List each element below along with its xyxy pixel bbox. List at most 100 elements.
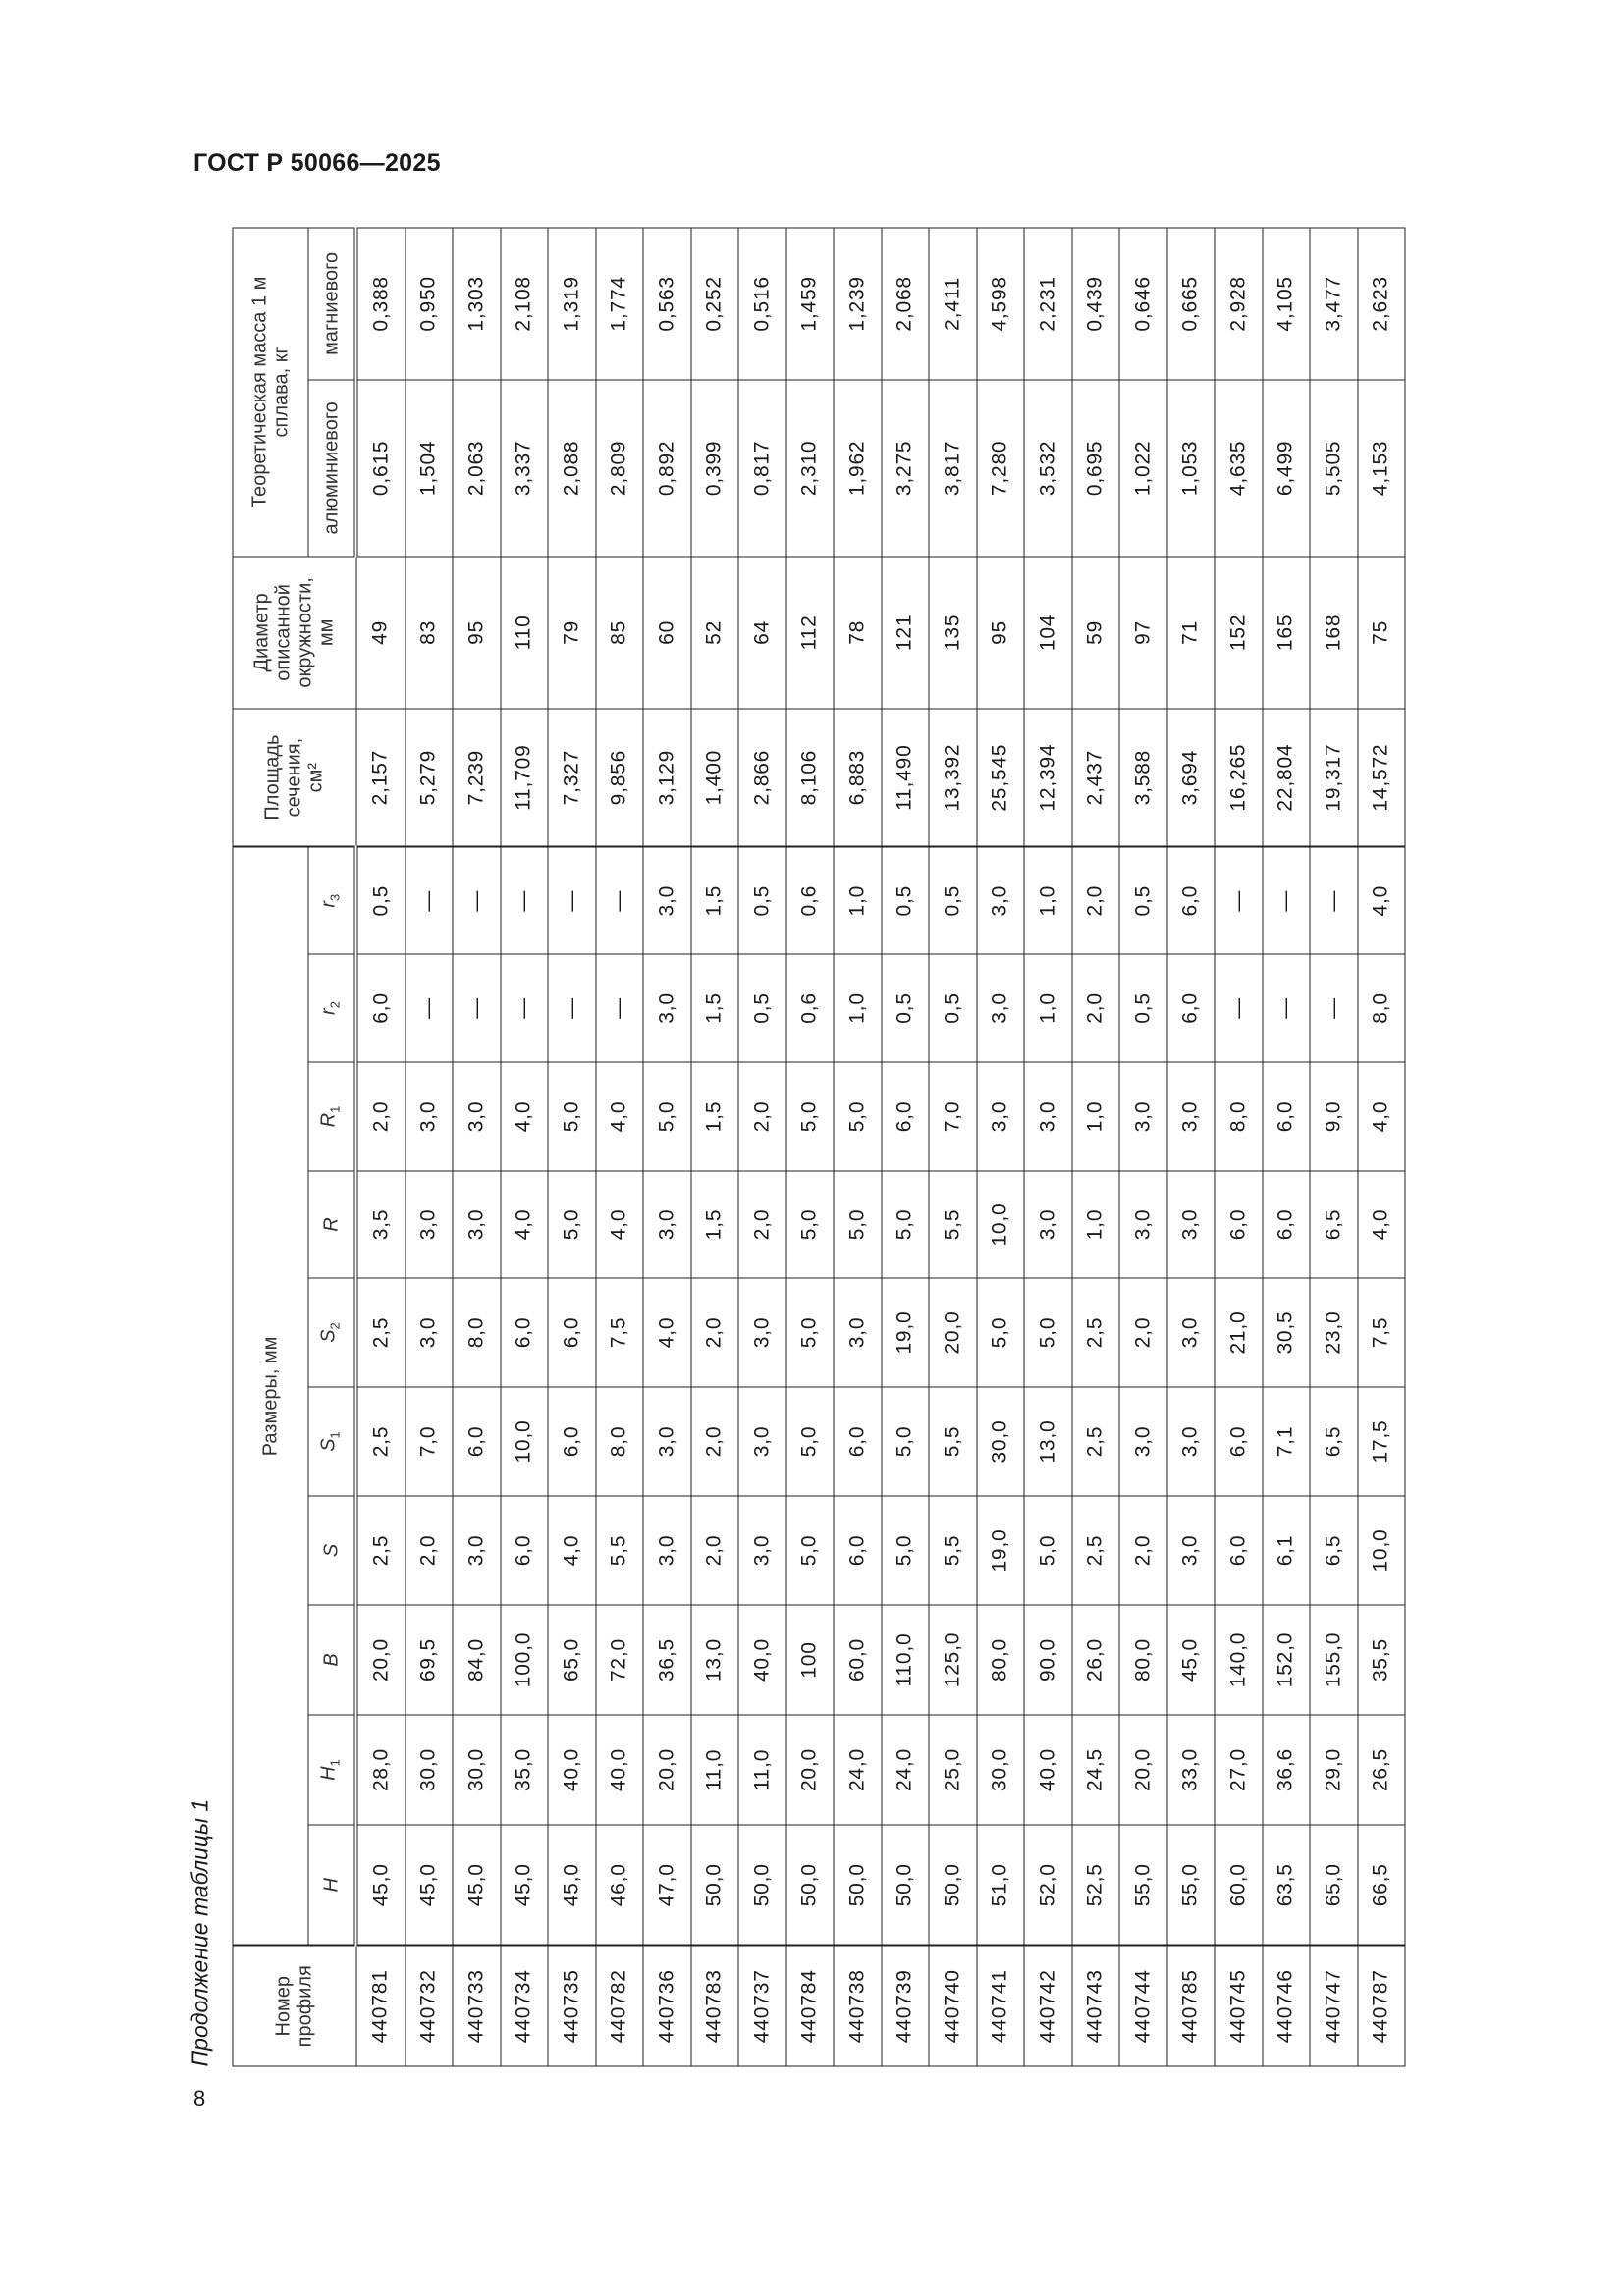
table-cell: 0,5 bbox=[355, 846, 406, 954]
profile-number-cell: 440781 bbox=[355, 1946, 406, 2066]
header-dim-s1: S1 bbox=[308, 1387, 356, 1496]
table-cell: 40,0 bbox=[548, 1715, 596, 1825]
table-cell: 2,5 bbox=[355, 1496, 406, 1605]
table-cell: 2,437 bbox=[1071, 708, 1119, 847]
table-cell: 1,0 bbox=[1024, 846, 1072, 954]
table-cell: 5,0 bbox=[881, 1496, 929, 1605]
table-cell: 66,5 bbox=[1357, 1825, 1405, 1946]
table-cell: 5,0 bbox=[834, 1171, 882, 1278]
dim-symbol: H bbox=[317, 1766, 339, 1781]
table-cell: 3,0 bbox=[1166, 1278, 1215, 1387]
table-row: 440737 50,0 11,0 40,0 3,0 3,0 3,0 2,0 2,0 0,5 0,5 2… bbox=[738, 227, 786, 2066]
table-cell: 6,0 bbox=[548, 1387, 596, 1496]
table-cell: 5,0 bbox=[976, 1278, 1024, 1387]
table-cell: 84,0 bbox=[453, 1605, 501, 1715]
dim-symbol: r bbox=[317, 1008, 339, 1015]
table-cell: 9,856 bbox=[595, 708, 643, 847]
header-theoretical-mass-group: Теоретическая масса 1 м сплава, кг bbox=[233, 227, 308, 557]
table-cell: 3,817 bbox=[929, 379, 977, 557]
table-cell: 1,0 bbox=[1071, 1171, 1119, 1278]
table-cell: 1,0 bbox=[834, 846, 882, 954]
table-cell: 110,0 bbox=[881, 1605, 929, 1715]
table-cell: 33,0 bbox=[1166, 1715, 1215, 1825]
dim-symbol: R bbox=[317, 1112, 339, 1128]
table-cell: 16,265 bbox=[1215, 708, 1263, 847]
table-cell: 1,303 bbox=[453, 227, 501, 380]
table-cell: 26,5 bbox=[1357, 1715, 1405, 1825]
table-row: 440743 52,5 24,5 26,0 2,5 2,5 2,5 1,0 1,0 2,0 2,0 2… bbox=[1071, 227, 1119, 2066]
table-cell: 0,5 bbox=[738, 954, 786, 1062]
table-cell: 2,0 bbox=[355, 1062, 406, 1171]
table-row: 440746 63,5 36,6 152,0 6,1 7,1 30,5 6,0 6,0— —22,… bbox=[1262, 227, 1310, 2066]
table-cell: 0,5 bbox=[881, 846, 929, 954]
table-cell: 2,0 bbox=[405, 1496, 453, 1605]
table-cell: 2,928 bbox=[1215, 227, 1263, 380]
table-cell: 35,0 bbox=[500, 1715, 548, 1825]
table-row: 440735 45,0 40,0 65,0 4,0 6,0 6,0 5,0 5,0— —7,327… bbox=[548, 227, 596, 2066]
profile-number-cell: 440734 bbox=[500, 1946, 548, 2066]
table-row: 440733 45,0 30,0 84,0 3,0 6,0 8,0 3,0 3,0— —7,239… bbox=[453, 227, 501, 2066]
table-cell: 0,563 bbox=[643, 227, 691, 380]
table-cell: 0,6 bbox=[785, 846, 834, 954]
table-cell: 152,0 bbox=[1262, 1605, 1310, 1715]
table-cell: 2,5 bbox=[1071, 1387, 1119, 1496]
table-cell: 30,0 bbox=[976, 1387, 1024, 1496]
table-cell: 45,0 bbox=[1166, 1605, 1215, 1715]
table-cell: 4,0 bbox=[595, 1171, 643, 1278]
table-cell: 5,0 bbox=[785, 1171, 834, 1278]
table-cell: 3,0 bbox=[453, 1496, 501, 1605]
table-cell: 6,499 bbox=[1262, 379, 1310, 557]
table-cell: 2,088 bbox=[548, 379, 596, 557]
dim-symbol: R bbox=[320, 1217, 343, 1232]
profile-number-cell: 440733 bbox=[453, 1946, 501, 2066]
table-cell: 4,0 bbox=[1357, 846, 1405, 954]
table-cell: 2,108 bbox=[500, 227, 548, 380]
table-cell: 50,0 bbox=[881, 1825, 929, 1946]
table-cell: 6,0 bbox=[1262, 1062, 1310, 1171]
table-cell: 63,5 bbox=[1262, 1825, 1310, 1946]
table-cell: 10,0 bbox=[1357, 1496, 1405, 1605]
table-cell: 75 bbox=[1357, 556, 1405, 709]
table-cell: 45,0 bbox=[453, 1825, 501, 1946]
table-cell: 1,459 bbox=[785, 227, 834, 380]
profile-number-cell: 440787 bbox=[1357, 1946, 1405, 2066]
table-cell: 13,0 bbox=[1024, 1387, 1072, 1496]
table-cell: 6,0 bbox=[453, 1387, 501, 1496]
table-cell: — bbox=[1310, 846, 1358, 954]
table-cell: 2,0 bbox=[690, 1278, 738, 1387]
table-cell: 3,0 bbox=[1119, 1171, 1167, 1278]
table-cell: 3,0 bbox=[976, 1062, 1024, 1171]
table-cell: — bbox=[1262, 954, 1310, 1062]
table-cell: 7,1 bbox=[1262, 1387, 1310, 1496]
table-row: 440739 50,0 24,0 110,0 5,0 5,0 19,0 5,0 6,0 0,5 0,… bbox=[881, 227, 929, 2066]
table-cell: 121 bbox=[881, 556, 929, 709]
table-cell: 0,5 bbox=[738, 846, 786, 954]
rotated-table-block: Продолжение таблицы 1 Номер профиля Разм… bbox=[188, 227, 1519, 2067]
table-cell: 1,962 bbox=[834, 379, 882, 557]
table-cell: 100 bbox=[785, 1605, 834, 1715]
table-cell: 1,319 bbox=[548, 227, 596, 380]
table-cell: 2,5 bbox=[355, 1387, 406, 1496]
table-cell: 51,0 bbox=[976, 1825, 1024, 1946]
table-cell: 0,646 bbox=[1119, 227, 1167, 380]
table-cell: — bbox=[1215, 954, 1263, 1062]
table-cell: 6,5 bbox=[1310, 1496, 1358, 1605]
table-cell: 3,0 bbox=[1166, 1062, 1215, 1171]
profile-number-cell: 440742 bbox=[1024, 1946, 1072, 2066]
table-cell: — bbox=[1310, 954, 1358, 1062]
table-cell: 5,5 bbox=[929, 1387, 977, 1496]
table-cell: 3,0 bbox=[976, 846, 1024, 954]
table-cell: 0,950 bbox=[405, 227, 453, 380]
dim-symbol: S bbox=[317, 1438, 339, 1452]
table-cell: 59 bbox=[1071, 556, 1119, 709]
table-cell: 3,0 bbox=[1024, 1171, 1072, 1278]
table-cell: 1,022 bbox=[1119, 379, 1167, 557]
header-dimensions-group: Размеры, мм bbox=[233, 846, 308, 1946]
table-cell: 40,0 bbox=[595, 1715, 643, 1825]
table-cell: 60 bbox=[643, 556, 691, 709]
table-cell: 3,0 bbox=[453, 1171, 501, 1278]
table-cell: 30,5 bbox=[1262, 1278, 1310, 1387]
header-circumscribed-diameter: Диаметр описанной окружности, мм bbox=[233, 556, 356, 709]
table-cell: 60,0 bbox=[834, 1605, 882, 1715]
table-row: 440781 45,0 28,0 20,0 2,5 2,5 2,5 3,5 2,0 6,0 0,5 2… bbox=[355, 227, 406, 2066]
